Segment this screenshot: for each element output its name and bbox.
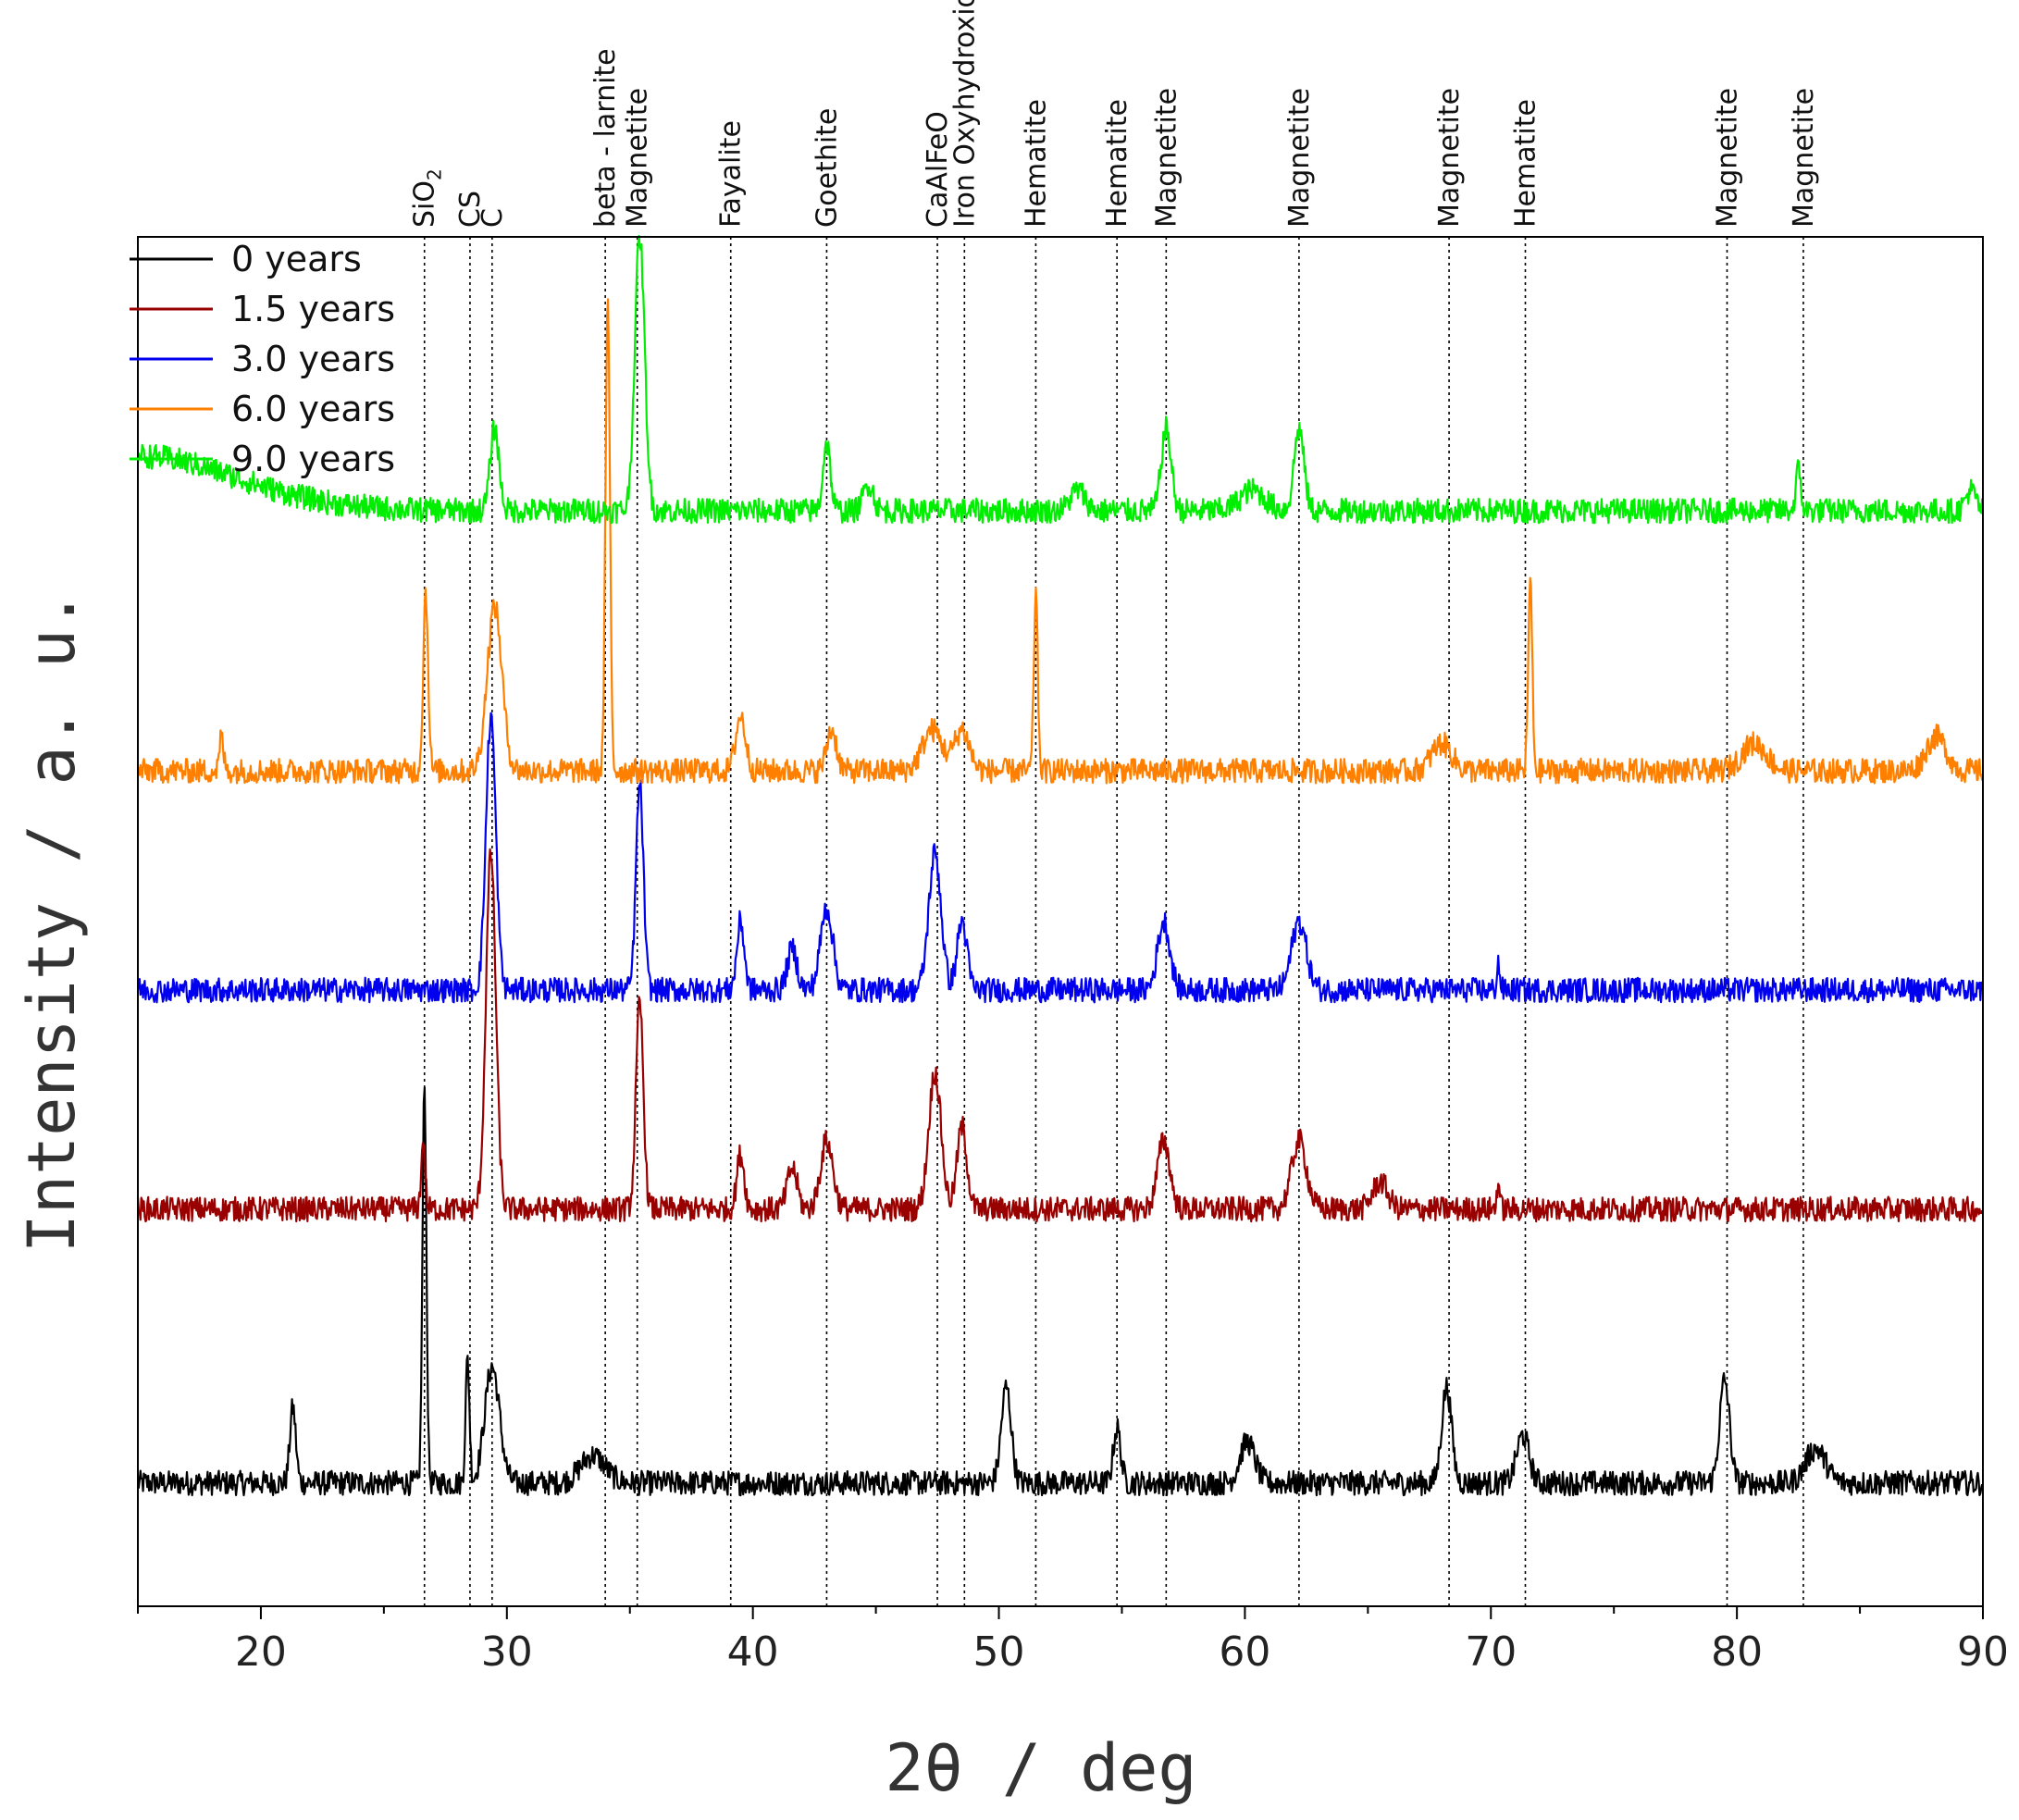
x-tick-label: 90: [1957, 1628, 2009, 1676]
series-line: [136, 298, 1984, 785]
x-axis-ticks: 20 30 40 50 60 70 80 90: [137, 1606, 2009, 1676]
phase-label: SiO2: [409, 168, 446, 228]
phase-label: Iron Oxyhydroxid: [948, 0, 981, 228]
phase-label: Fayalite: [715, 120, 748, 228]
phase-label-text: Iron Oxyhydroxid: [948, 0, 981, 228]
phase-label-text: Magnetite: [1711, 88, 1743, 228]
phase-label-text: Hematite: [1101, 99, 1133, 228]
legend-label: 1.5 years: [231, 289, 395, 329]
phase-label-text: Hematite: [1020, 99, 1052, 228]
x-tick-label: 70: [1465, 1628, 1517, 1676]
phase-label: CS: [454, 191, 487, 228]
x-tick-label: 60: [1219, 1628, 1270, 1676]
phase-label: Hematite: [1509, 99, 1542, 228]
phase-label-text: C: [477, 208, 509, 228]
x-tick-label: 20: [235, 1628, 287, 1676]
legend: 0 years 1.5 years 3.0 years 6.0 years 9.0 ye…: [130, 239, 395, 479]
phase-label-text: Magnetite: [1433, 88, 1466, 228]
phase-label-text: Fayalite: [715, 120, 748, 228]
series-line: [136, 1086, 1984, 1497]
phase-label: Goethite: [811, 108, 843, 228]
legend-label: 9.0 years: [231, 439, 395, 479]
phase-label: Magnetite: [1711, 88, 1743, 228]
series-line: [136, 234, 1984, 525]
phase-label-text: Magnetite: [622, 88, 654, 228]
y-axis-title: Intensity / a. u.: [14, 590, 90, 1253]
x-tick-label: 50: [973, 1628, 1025, 1676]
phase-label-text: Hematite: [1509, 99, 1542, 228]
phase-label-text: SiO: [409, 180, 441, 228]
phase-label-text: CaAlFeO: [922, 111, 954, 228]
legend-label: 6.0 years: [231, 389, 395, 429]
series-group: [136, 234, 1984, 1497]
legend-label: 3.0 years: [231, 339, 395, 379]
x-tick-label: 80: [1711, 1628, 1763, 1676]
phase-label-text: CS: [454, 191, 487, 228]
phase-label-text: beta - larnite: [589, 48, 622, 228]
phase-label: Magnetite: [1150, 88, 1183, 228]
phase-label-text: Magnetite: [1788, 88, 1820, 228]
phase-label-subscript: 2: [424, 168, 446, 180]
phase-label-text: Goethite: [811, 108, 843, 228]
phase-label-text: Magnetite: [1150, 88, 1183, 228]
phase-label: CaAlFeO: [922, 111, 954, 228]
phase-label: Hematite: [1101, 99, 1133, 228]
phase-label: C: [477, 208, 509, 228]
phase-label: Hematite: [1020, 99, 1052, 228]
series-line: [136, 848, 1984, 1223]
phase-label: Magnetite: [1433, 88, 1466, 228]
plot-frame: [137, 236, 1984, 1607]
x-tick-label: 40: [727, 1628, 779, 1676]
phase-label: Magnetite: [622, 88, 654, 228]
phase-label: beta - larnite: [589, 48, 622, 228]
x-tick-label: 30: [481, 1628, 533, 1676]
x-axis-title: 2θ / deg: [885, 1730, 1196, 1806]
phase-label: Magnetite: [1283, 88, 1316, 228]
series-line: [136, 712, 1984, 1004]
phase-label-text: Magnetite: [1283, 88, 1316, 228]
legend-label: 0 years: [231, 239, 362, 279]
phase-label: Magnetite: [1788, 88, 1820, 228]
